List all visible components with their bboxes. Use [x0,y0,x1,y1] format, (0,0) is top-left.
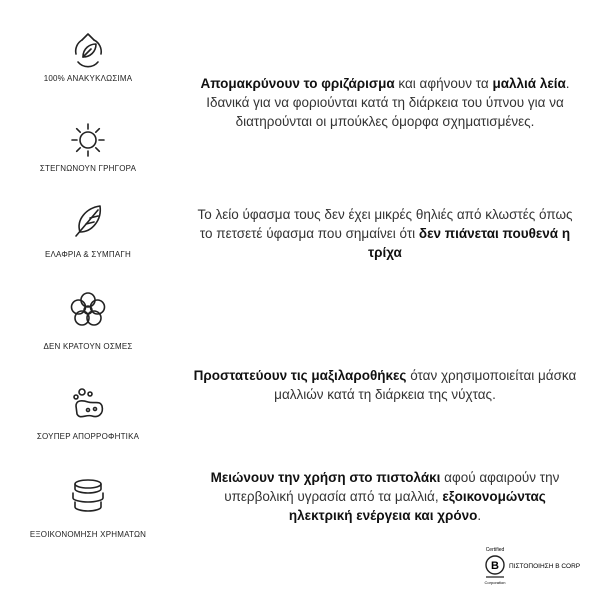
text: . Ιδανικά για να φοριούνται κατά τη διάρ… [206,76,570,129]
text: όταν χρησιμοποιείται μάσκα μαλλιών κατά … [274,368,577,402]
recycle-icon [68,30,108,70]
bold-text: Προστατεύουν τις μαξιλαροθήκες [193,368,407,383]
badge-label: ΠΙΣΤΟΠΟΙΗΣΗ B CORP [509,563,580,570]
bold-text: μαλλιά λεία [492,76,566,91]
sun-icon [68,120,108,160]
bold-text: Μειώνουν την χρήση στο πιστολάκι [210,470,441,485]
bold-text: εξοικονομώντας ηλεκτρική ενέργεια και χρ… [288,489,546,523]
feature-label: ΣΤΕΓΝΩΝΟΥΝ ΓΡΗΓΟΡΑ [39,164,137,173]
sponge-icon [68,386,108,426]
paragraph: Προστατεύουν τις μαξιλαροθήκες όταν χρησ… [192,366,578,404]
feature-label: ΕΞΟΙΚΟΝΟΜΗΣΗ ΧΡΗΜΑΤΩΝ [29,530,147,539]
feature-label: 100% ΑΝΑΚΥΚΛΩΣΙΜΑ [43,74,133,83]
feather-icon [68,202,108,242]
badge-b: B [491,560,499,572]
badge-circle [485,555,505,575]
feature-label: ΔΕΝ ΚΡΑΤΟΥΝ ΟΣΜΕΣ [43,342,133,351]
bold-text: δεν πιάνεται πουθενά η τρίχα [368,226,571,260]
feature-label: ΕΛΑΦΡΙΑ & ΣΥΜΠΑΓΗ [44,250,132,259]
text: αφού αφαιρούν την υπερβολική υγρασία από… [224,470,560,504]
flower-icon [68,290,108,330]
text: . [477,508,482,523]
text: και αφήνουν τα [394,76,493,91]
coins-icon [68,476,108,516]
paragraph: Μειώνουν την χρήση στο πιστολάκι αφού αφ… [192,468,578,525]
b-corp-badge: Certified B Corporation ΠΙΣΤΟΠΟΙΗΣΗ B CO… [485,547,581,585]
bold-text: Απομακρύνουν το φριζάρισμα [200,76,395,91]
text: Το λείο ύφασμα τους δεν έχει μικρές θηλι… [197,207,573,241]
badge-top: Certified [486,547,505,553]
feature-label: ΣΟΥΠΕΡ ΑΠΟΡΡΟΦΗΤΙΚΑ [36,432,140,441]
paragraph: Το λείο ύφασμα τους δεν έχει μικρές θηλι… [192,205,578,262]
badge-bottom: Corporation [485,580,506,585]
paragraph: Απομακρύνουν το φριζάρισμα και αφήνουν τ… [192,74,578,131]
